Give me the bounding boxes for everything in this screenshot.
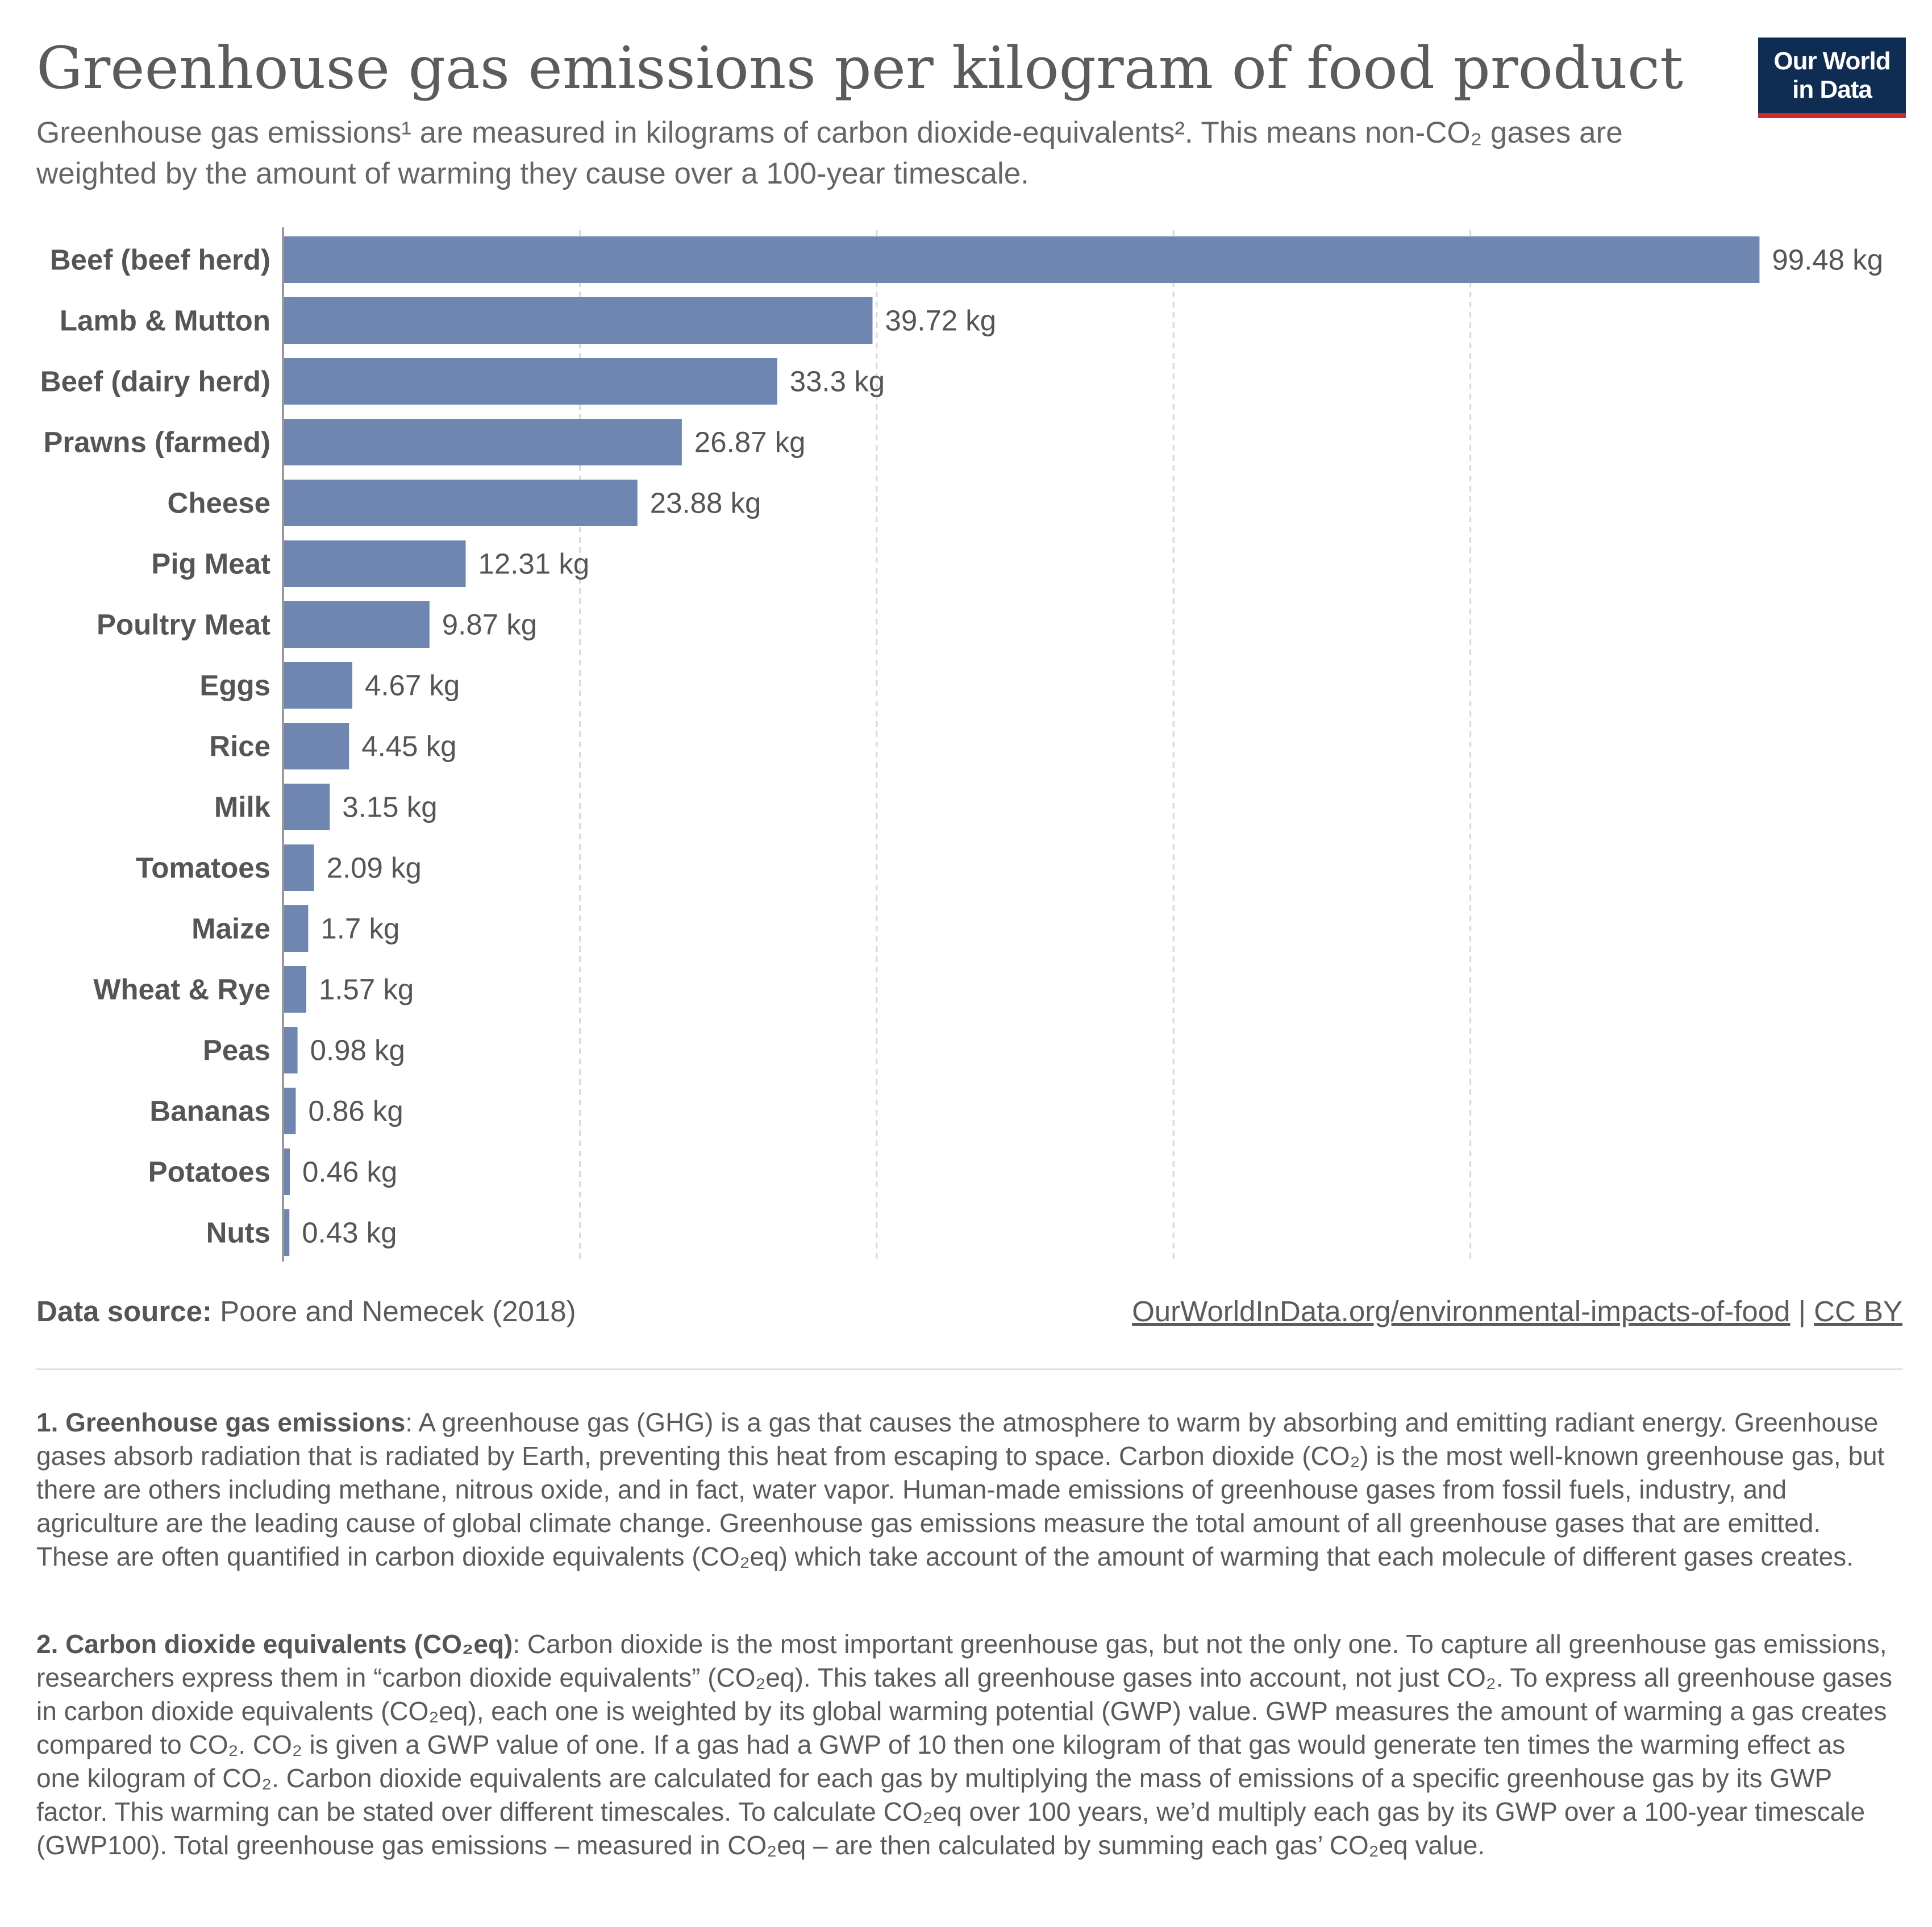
value-label-cheese: 23.88 kg — [650, 487, 761, 519]
bar-beef-beef-herd[interactable] — [283, 236, 1760, 283]
bar-cheese[interactable] — [283, 480, 638, 526]
value-label-poultry-meat: 9.87 kg — [442, 609, 537, 641]
category-label-bananas: Bananas — [149, 1095, 270, 1127]
category-label-eggs: Eggs — [199, 669, 270, 702]
category-label-potatoes: Potatoes — [148, 1156, 270, 1188]
bar-chart: Beef (beef herd) Lamb & Mutton Beef (dairy… — [40, 227, 1883, 1262]
value-label-wheat-rye: 1.57 kg — [319, 973, 414, 1006]
data-source-label: Data source: — [36, 1295, 212, 1327]
value-label-nuts: 0.43 kg — [302, 1217, 397, 1249]
category-label-pig-meat: Pig Meat — [151, 548, 270, 580]
link-separator: | — [1790, 1295, 1814, 1327]
value-label-lamb-mutton: 39.72 kg — [885, 305, 996, 337]
category-label-lamb-mutton: Lamb & Mutton — [60, 305, 270, 337]
category-label-prawns-farmed: Prawns (farmed) — [43, 426, 270, 459]
value-label-milk: 3.15 kg — [342, 791, 437, 823]
bar-wheat-rye[interactable] — [283, 966, 307, 1013]
bar-peas[interactable] — [283, 1027, 298, 1073]
category-label-nuts: Nuts — [206, 1217, 270, 1249]
footnote-1-text: : A greenhouse gas (GHG) is a gas that c… — [36, 1408, 1885, 1571]
value-label-prawns-farmed: 26.87 kg — [694, 426, 806, 459]
data-source: Data source: Poore and Nemecek (2018) — [36, 1295, 576, 1328]
category-label-beef-beef-herd: Beef (beef herd) — [50, 244, 270, 276]
value-label-maize: 1.7 kg — [320, 913, 399, 945]
footer-links: OurWorldInData.org/environmental-impacts… — [1132, 1295, 1902, 1328]
category-label-milk: Milk — [214, 791, 271, 823]
value-label-beef-beef-herd: 99.48 kg — [1772, 244, 1883, 276]
category-label-cheese: Cheese — [168, 487, 270, 519]
value-label-pig-meat: 12.31 kg — [478, 548, 590, 580]
category-labels: Beef (beef herd) Lamb & Mutton Beef (dairy… — [40, 244, 271, 1249]
gridlines — [578, 230, 1472, 1262]
value-label-beef-dairy-herd: 33.3 kg — [790, 365, 885, 398]
bar-lamb-mutton[interactable] — [283, 297, 873, 344]
logo-line-2: in Data — [1792, 75, 1872, 103]
value-label-peas: 0.98 kg — [310, 1034, 405, 1067]
owid-logo[interactable]: Our World in Data — [1758, 38, 1906, 118]
bar-prawns-farmed[interactable] — [283, 419, 682, 465]
category-label-rice: Rice — [209, 730, 270, 763]
category-label-poultry-meat: Poultry Meat — [97, 609, 270, 641]
bar-potatoes[interactable] — [283, 1148, 290, 1195]
bar-nuts[interactable] — [283, 1209, 290, 1256]
value-label-eggs: 4.67 kg — [365, 669, 460, 702]
bar-eggs[interactable] — [283, 662, 352, 709]
category-label-beef-dairy-herd: Beef (dairy herd) — [40, 365, 270, 398]
footnote-1: 1. Greenhouse gas emissions: A greenhous… — [36, 1406, 1894, 1574]
license-link[interactable]: CC BY — [1814, 1295, 1902, 1327]
logo-line-1: Our World — [1773, 47, 1891, 75]
value-label-potatoes: 0.46 kg — [302, 1156, 397, 1188]
chart-title: Greenhouse gas emissions per kilogram of… — [36, 35, 1684, 102]
bar-tomatoes[interactable] — [283, 844, 314, 891]
bar-pig-meat[interactable] — [283, 540, 466, 587]
category-label-tomatoes: Tomatoes — [136, 852, 270, 884]
bar-rice[interactable] — [283, 723, 349, 769]
bar-maize[interactable] — [283, 905, 309, 952]
footer-divider — [36, 1368, 1902, 1370]
bar-milk[interactable] — [283, 784, 330, 830]
source-link[interactable]: OurWorldInData.org/environmental-impacts… — [1132, 1295, 1791, 1327]
footnote-1-title: 1. Greenhouse gas emissions — [36, 1408, 406, 1437]
value-label-tomatoes: 2.09 kg — [327, 852, 422, 884]
footnote-2: 2. Carbon dioxide equivalents (CO₂eq): C… — [36, 1628, 1894, 1862]
bar-poultry-meat[interactable] — [283, 601, 430, 648]
value-label-rice: 4.45 kg — [361, 730, 456, 763]
category-label-peas: Peas — [203, 1034, 270, 1067]
category-label-wheat-rye: Wheat & Rye — [93, 973, 270, 1006]
chart-subtitle: Greenhouse gas emissions¹ are measured i… — [36, 116, 1623, 190]
data-source-text: Poore and Nemecek (2018) — [211, 1295, 576, 1327]
category-label-maize: Maize — [191, 913, 270, 945]
bar-beef-dairy-herd[interactable] — [283, 358, 777, 405]
footnote-2-text: : Carbon dioxide is the most important g… — [36, 1629, 1892, 1860]
bar-bananas[interactable] — [283, 1088, 296, 1134]
value-label-bananas: 0.86 kg — [308, 1095, 403, 1127]
bars — [283, 236, 1760, 1256]
footnote-2-title: 2. Carbon dioxide equivalents (CO₂eq) — [36, 1629, 513, 1659]
